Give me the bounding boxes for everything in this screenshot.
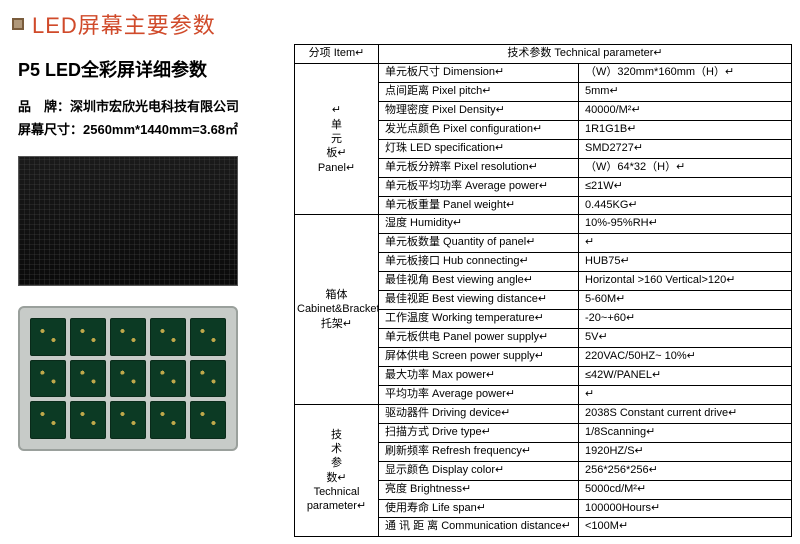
table-row: 箱体Cabinet&Bracket↵托架↵湿度 Humidity↵ 10%-95… <box>295 215 792 234</box>
param-value: <100M↵ <box>579 518 792 537</box>
param-value: 5000cd/M²↵ <box>579 480 792 499</box>
param-value: （W）64*32（H）↵ <box>579 158 792 177</box>
param-value: Horizontal >160 Vertical>120↵ <box>579 272 792 291</box>
param-value: 1/8Scanning↵ <box>579 423 792 442</box>
table-head-item: 分项 Item↵ <box>295 45 379 64</box>
brand-line: 品 牌：深圳市宏欣光电科技有限公司 <box>18 96 282 115</box>
param-name: 单元板平均功率 Average power↵ <box>379 177 579 196</box>
table-head-tech: 技术参数 Technical parameter↵ <box>379 45 792 64</box>
param-value: 5mm↵ <box>579 82 792 101</box>
param-value: 1920HZ/S↵ <box>579 442 792 461</box>
panel-front-image <box>18 156 238 286</box>
param-name: 刷新频率 Refresh frequency↵ <box>379 442 579 461</box>
table-row: 技术参数↵Technicalparameter↵驱动器件 Driving dev… <box>295 404 792 423</box>
param-value: ↵ <box>579 234 792 253</box>
param-name: 发光点颜色 Pixel configuration↵ <box>379 120 579 139</box>
param-value: ↵ <box>579 385 792 404</box>
main-title: LED屏幕主要参数 <box>32 8 216 40</box>
param-name: 单元板尺寸 Dimension↵ <box>379 63 579 82</box>
right-column: 分项 Item↵技术参数 Technical parameter↵↵单元板↵Pa… <box>290 44 800 537</box>
param-name: 平均功率 Average power↵ <box>379 385 579 404</box>
param-name: 最佳视距 Best viewing distance↵ <box>379 291 579 310</box>
param-name: 最佳视角 Best viewing angle↵ <box>379 272 579 291</box>
panel-pcb-image <box>18 306 238 451</box>
param-value: （W）320mm*160mm（H）↵ <box>579 63 792 82</box>
left-column: P5 LED全彩屏详细参数 品 牌：深圳市宏欣光电科技有限公司 屏幕尺寸：256… <box>0 44 290 537</box>
param-value: 2038S Constant current drive↵ <box>579 404 792 423</box>
param-value: ≤42W/PANEL↵ <box>579 366 792 385</box>
param-name: 湿度 Humidity↵ <box>379 215 579 234</box>
param-value: HUB75↵ <box>579 253 792 272</box>
param-name: 单元板分辨率 Pixel resolution↵ <box>379 158 579 177</box>
param-value: 0.445KG↵ <box>579 196 792 215</box>
param-value: -20~+60↵ <box>579 310 792 329</box>
bullet-icon <box>12 18 24 30</box>
param-value: 5-60M↵ <box>579 291 792 310</box>
param-name: 单元板重量 Panel weight↵ <box>379 196 579 215</box>
subtitle: P5 LED全彩屏详细参数 <box>18 56 282 82</box>
table-row: ↵单元板↵Panel↵单元板尺寸 Dimension↵（W）320mm*160m… <box>295 63 792 82</box>
param-name: 点间距离 Pixel pitch↵ <box>379 82 579 101</box>
param-name: 显示颜色 Display color↵ <box>379 461 579 480</box>
param-value: 10%-95%RH↵ <box>579 215 792 234</box>
param-name: 使用寿命 Life span↵ <box>379 499 579 518</box>
param-value: ≤21W↵ <box>579 177 792 196</box>
screen-size-line: 屏幕尺寸：2560mm*1440mm=3.68㎡ <box>18 119 282 138</box>
param-name: 扫描方式 Drive type↵ <box>379 423 579 442</box>
param-name: 物理密度 Pixel Density↵ <box>379 101 579 120</box>
param-value: 100000Hours↵ <box>579 499 792 518</box>
spec-table: 分项 Item↵技术参数 Technical parameter↵↵单元板↵Pa… <box>294 44 792 537</box>
param-name: 驱动器件 Driving device↵ <box>379 404 579 423</box>
param-name: 灯珠 LED specification↵ <box>379 139 579 158</box>
param-value: SMD2727↵ <box>579 139 792 158</box>
param-value: 5V↵ <box>579 329 792 348</box>
param-value: 1R1G1B↵ <box>579 120 792 139</box>
param-value: 220VAC/50HZ~ 10%↵ <box>579 348 792 367</box>
param-name: 单元板供电 Panel power supply↵ <box>379 329 579 348</box>
param-name: 屏体供电 Screen power supply↵ <box>379 348 579 367</box>
param-name: 单元板接口 Hub connecting↵ <box>379 253 579 272</box>
section-label: 箱体Cabinet&Bracket↵托架↵ <box>295 215 379 404</box>
param-name: 最大功率 Max power↵ <box>379 366 579 385</box>
param-name: 亮度 Brightness↵ <box>379 480 579 499</box>
param-name: 通 讯 距 离 Communication distance↵ <box>379 518 579 537</box>
param-name: 单元板数量 Quantity of panel↵ <box>379 234 579 253</box>
section-label: ↵单元板↵Panel↵ <box>295 63 379 215</box>
param-value: 40000/M²↵ <box>579 101 792 120</box>
param-name: 工作温度 Working temperature↵ <box>379 310 579 329</box>
page-header: LED屏幕主要参数 <box>0 0 800 44</box>
param-value: 256*256*256↵ <box>579 461 792 480</box>
section-label: 技术参数↵Technicalparameter↵ <box>295 404 379 537</box>
